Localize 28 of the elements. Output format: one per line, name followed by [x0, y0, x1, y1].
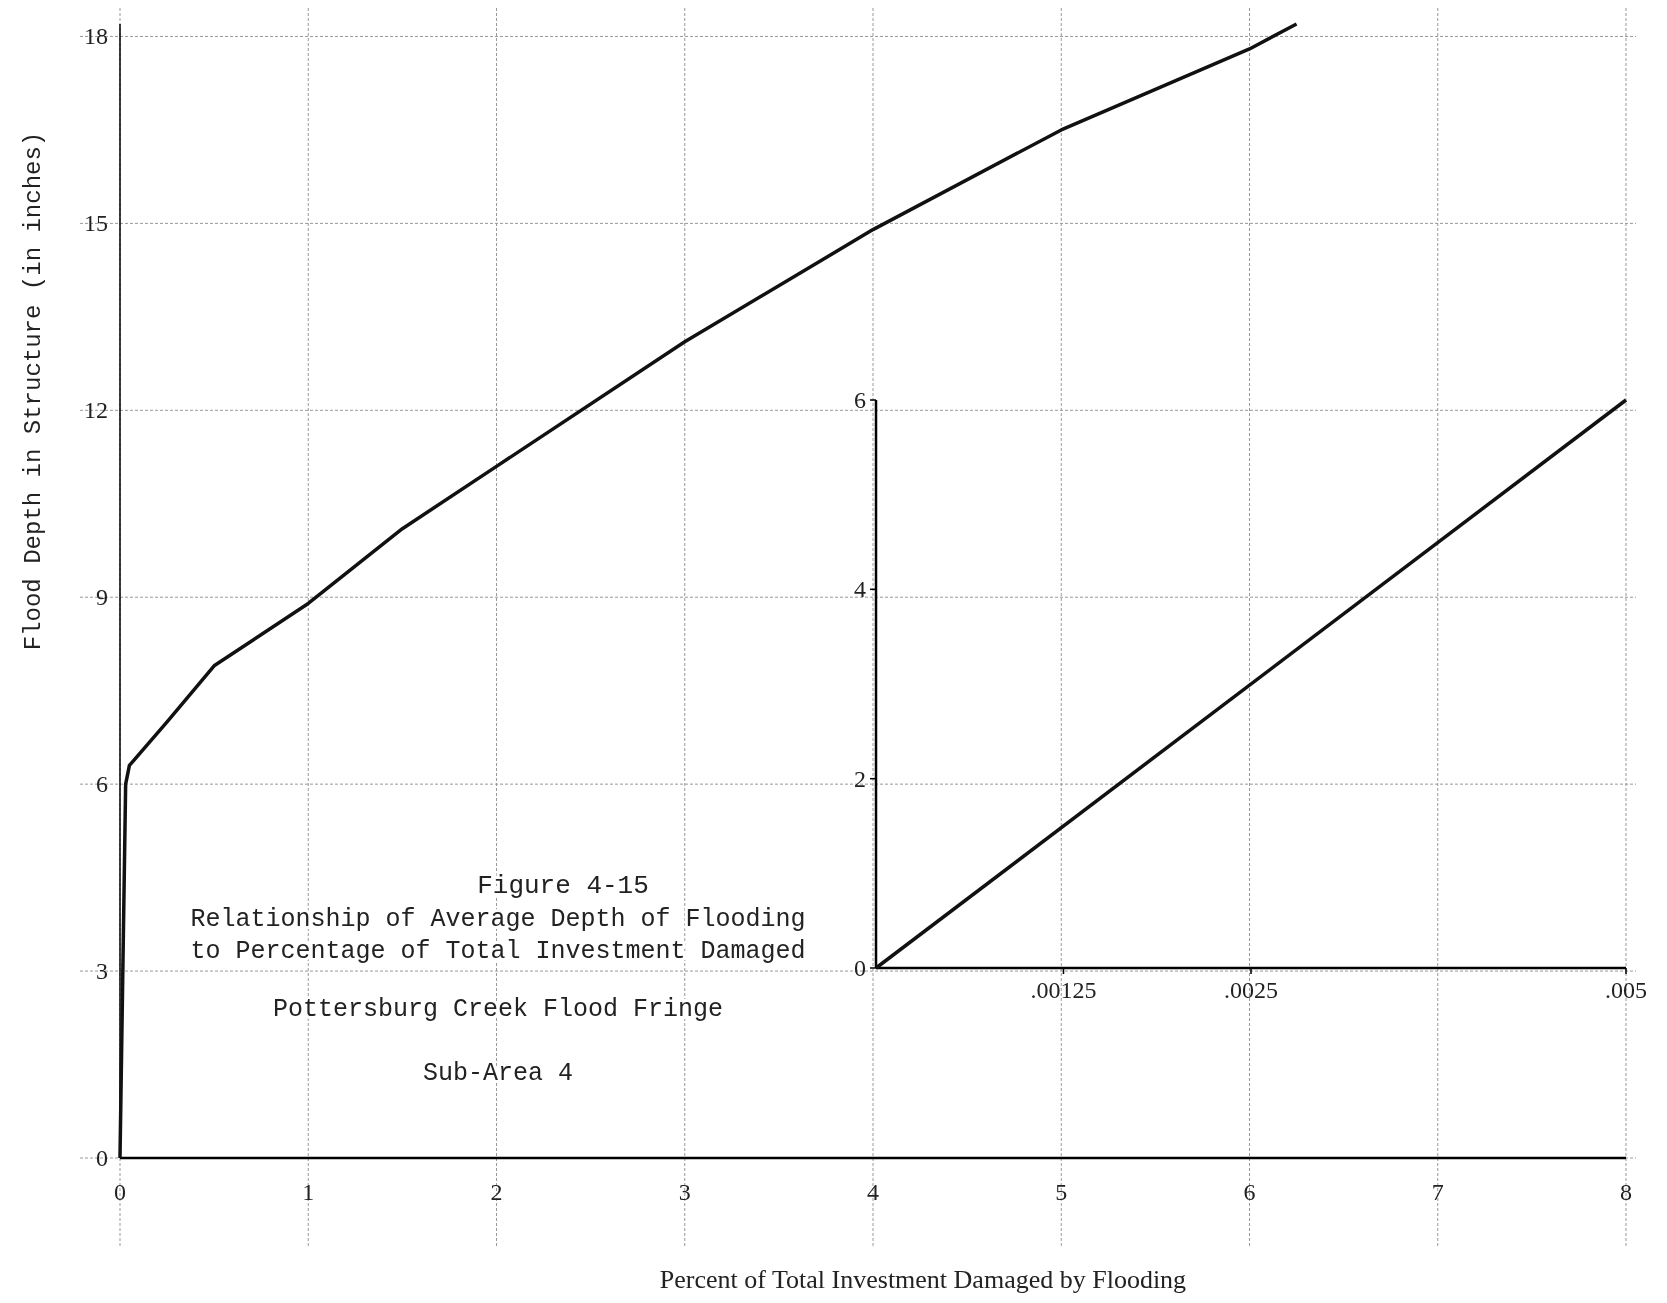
- y-tick-label: 6: [854, 387, 866, 413]
- x-tick-label: .0025: [1224, 977, 1278, 1003]
- x-tick-label: .00125: [1030, 977, 1097, 1003]
- x-tick-label: 1: [302, 1179, 315, 1205]
- x-tick-label: 5: [1055, 1179, 1068, 1205]
- y-tick-label: 2: [854, 765, 866, 792]
- y-tick-label: 6: [96, 771, 108, 798]
- y-tick-label: 9: [96, 584, 108, 611]
- y-axis-title: Flood Depth in Structure (in inches): [20, 131, 47, 651]
- y-tick-label: 4: [854, 576, 866, 603]
- x-axis-title: Percent of Total Investment Damaged by Flooding: [659, 1265, 1187, 1294]
- y-tick-label: 15: [84, 210, 108, 237]
- annotation: Pottersburg Creek Flood Fringe: [272, 995, 724, 1024]
- y-tick-label: 18: [84, 23, 108, 50]
- y-tick-label: 12: [84, 397, 108, 424]
- x-tick-label: 0: [114, 1179, 126, 1205]
- x-tick-label: 3: [678, 1179, 691, 1205]
- x-tick-label: .005: [1605, 977, 1647, 1003]
- text: Relationship of Average Depth of Flooding to Percentage of Total Investment Damaged: [190, 905, 806, 966]
- x-tick-label: 6: [1243, 1179, 1256, 1205]
- x-tick-label: 8: [1620, 1179, 1632, 1205]
- x-tick-label: 2: [490, 1179, 503, 1205]
- annotation: Sub-Area 4: [422, 1059, 574, 1088]
- y-tick-label: 3: [96, 958, 108, 985]
- y-tick-label: 0: [96, 1145, 108, 1171]
- text: Figure 4-15: [477, 871, 649, 901]
- x-tick-label: 7: [1431, 1179, 1444, 1205]
- y-tick-label: 0: [854, 955, 866, 981]
